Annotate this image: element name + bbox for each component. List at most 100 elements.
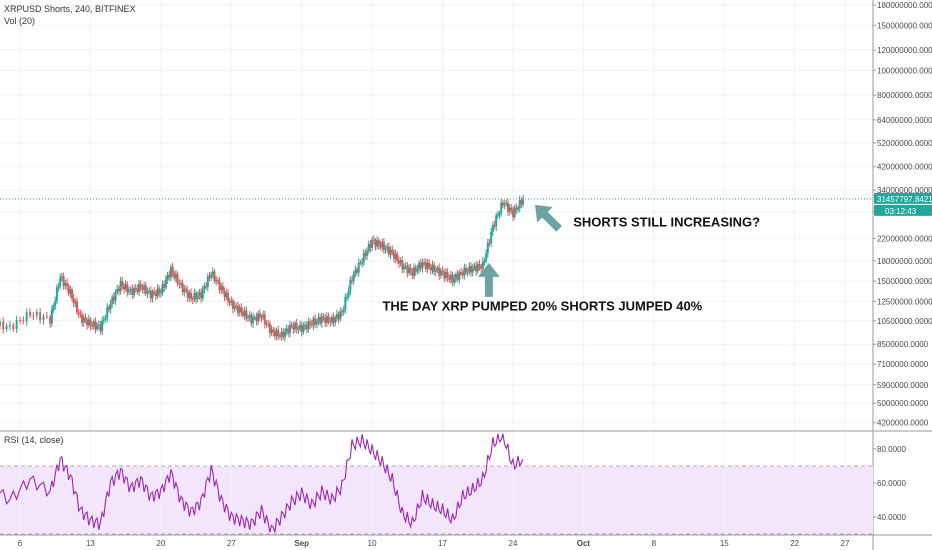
candle-body: [12, 324, 15, 329]
candle-body: [228, 301, 231, 303]
candle-body: [29, 312, 32, 316]
candle-body: [116, 288, 119, 293]
candle-body: [518, 199, 521, 209]
candle-body: [283, 331, 286, 338]
candle-body: [374, 240, 377, 247]
candle-body: [416, 269, 419, 272]
candle-body: [196, 295, 199, 300]
candle-body: [486, 242, 489, 254]
candle-body: [215, 280, 218, 282]
candle-body: [70, 289, 73, 299]
candle-body: [245, 310, 248, 319]
candle-body: [265, 323, 268, 325]
candle-body: [411, 271, 414, 276]
candle-body: [45, 316, 48, 318]
price-gridlines: [0, 0, 873, 431]
candle-body: [250, 315, 253, 324]
candle-body: [371, 239, 374, 248]
candle-body: [149, 290, 152, 299]
candle-body: [376, 240, 379, 247]
candle-body: [179, 283, 182, 285]
candle-body: [327, 316, 330, 322]
candle-body: [136, 288, 139, 292]
price-axis[interactable]: 180000000.0000 150000000.0000 120000000.00…: [873, 1, 932, 428]
candle-body: [275, 330, 278, 337]
candle-body: [190, 292, 193, 299]
candle-body: [401, 260, 404, 270]
candle-body: [480, 266, 483, 269]
candle-body: [436, 267, 439, 271]
candle-body: [322, 316, 325, 318]
candle-body: [84, 317, 87, 321]
candle-body: [396, 253, 399, 261]
candle-body: [389, 249, 392, 255]
candle-body: [342, 310, 345, 313]
price-tick-label: 34000000.0000: [877, 186, 932, 195]
last-value-label: 31457797.8421: [877, 195, 932, 204]
candle-body: [414, 267, 417, 272]
candle-body: [386, 246, 389, 249]
candle-body: [268, 323, 271, 334]
candle-body: [166, 274, 169, 280]
price-tick-label: 8500000.0000: [877, 340, 929, 349]
candle-body: [174, 274, 177, 279]
candle-body: [510, 207, 513, 211]
price-tick-label: 180000000.0000: [877, 1, 932, 10]
candle-body: [77, 312, 80, 314]
candle-body: [317, 317, 320, 322]
candle-body: [438, 267, 441, 276]
arrow-up-icon: [477, 262, 500, 297]
candle-body: [369, 244, 372, 248]
candle-body: [448, 277, 451, 280]
candle-body: [262, 314, 265, 318]
candle-body: [173, 272, 176, 279]
candle-body: [345, 296, 348, 298]
candle-body: [340, 311, 343, 313]
candle-body: [444, 271, 447, 279]
candle-body: [362, 252, 365, 263]
candle-body: [280, 331, 283, 337]
price-tick-label: 5000000.0000: [877, 399, 929, 408]
candle-body: [337, 314, 340, 320]
candle-body: [287, 328, 290, 334]
candle-body: [148, 290, 151, 292]
candle-body: [312, 318, 315, 326]
candle-body: [334, 317, 337, 323]
time-tick-label: 15: [720, 539, 729, 548]
candle-body: [471, 267, 474, 273]
candle-body: [344, 297, 347, 311]
candle-body: [164, 279, 167, 288]
candle-body: [332, 317, 335, 323]
candle-body: [255, 317, 258, 322]
time-tick-label: 17: [438, 539, 447, 548]
price-tick-label: 5900000.0000: [877, 381, 929, 390]
rsi-label: RSI (14, close): [4, 435, 64, 445]
candle-body: [476, 264, 479, 272]
candle-body: [126, 284, 129, 293]
candle-body: [247, 317, 250, 319]
countdown-label: 03:12:43: [885, 207, 917, 216]
time-tick-label: 20: [156, 539, 165, 548]
candle-body: [216, 280, 219, 282]
rsi-axis[interactable]: 80.0000 60.0000 40.0000: [873, 445, 906, 522]
candle-body: [163, 284, 166, 288]
candle-body: [242, 312, 245, 316]
candle-body: [394, 253, 397, 259]
rsi-gridlines: [19, 432, 846, 534]
candle-body: [122, 286, 125, 290]
candle-body: [465, 267, 468, 273]
candle-body: [295, 323, 298, 330]
candle-body: [267, 323, 270, 325]
candle-body: [434, 270, 437, 272]
candle-body: [218, 280, 221, 291]
candle-body: [253, 317, 256, 319]
candle-body: [315, 321, 318, 325]
rsi-pane: [0, 432, 873, 535]
candle-body: [352, 273, 355, 282]
candle-body: [329, 321, 332, 323]
time-tick-label: 27: [227, 539, 236, 548]
candle-body: [366, 251, 369, 256]
price-tick-label: 22000000.0000: [877, 235, 932, 244]
candle-body: [354, 269, 357, 274]
time-axis[interactable]: 6 13 20 27 Sep 10 17 24 Oct 8 15 22 27: [18, 539, 850, 548]
